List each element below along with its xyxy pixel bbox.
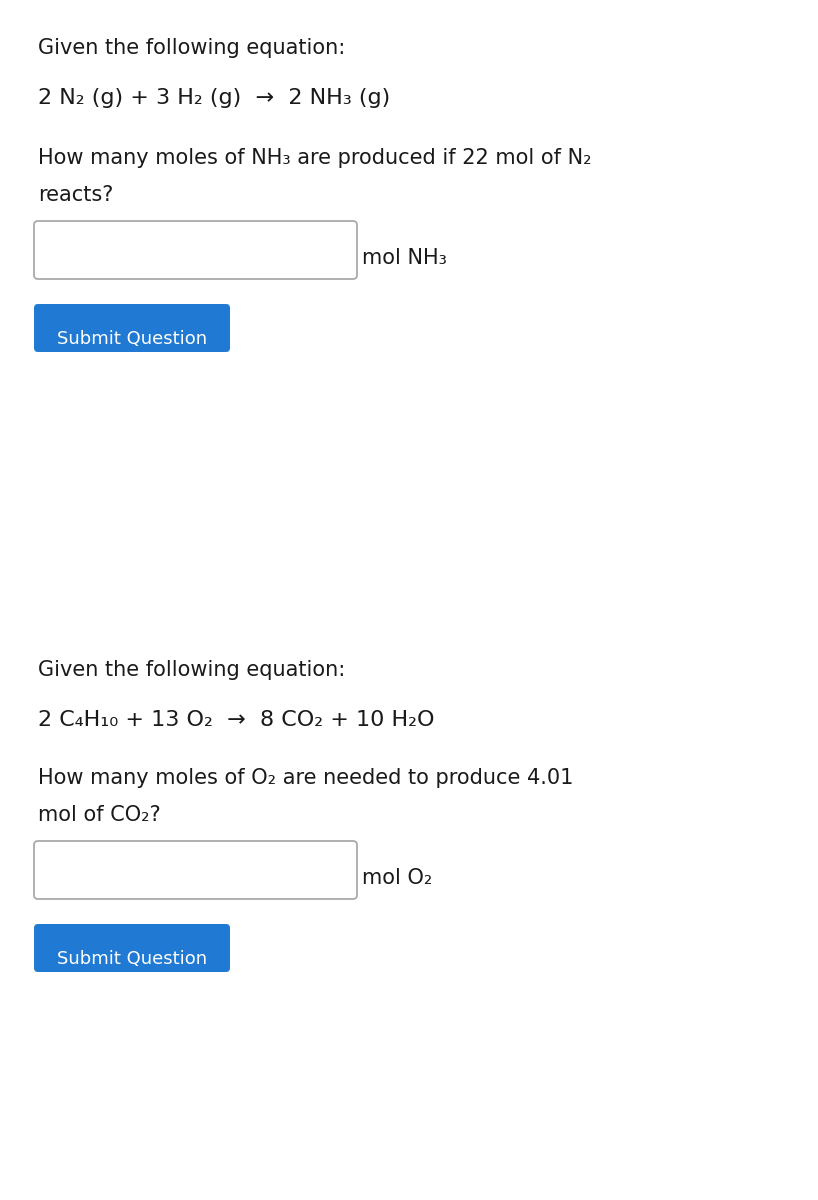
Text: 2 C₄H₁₀ + 13 O₂  →  8 CO₂ + 10 H₂O: 2 C₄H₁₀ + 13 O₂ → 8 CO₂ + 10 H₂O: [38, 710, 434, 730]
Text: mol of CO₂?: mol of CO₂?: [38, 805, 161, 826]
Text: How many moles of O₂ are needed to produce 4.01: How many moles of O₂ are needed to produ…: [38, 768, 573, 788]
FancyBboxPatch shape: [34, 221, 357, 278]
FancyBboxPatch shape: [34, 304, 230, 352]
Text: Given the following equation:: Given the following equation:: [38, 660, 345, 680]
FancyBboxPatch shape: [34, 841, 357, 899]
Text: mol O₂: mol O₂: [362, 868, 433, 888]
Text: Submit Question: Submit Question: [57, 950, 207, 968]
Text: Submit Question: Submit Question: [57, 330, 207, 348]
Text: Given the following equation:: Given the following equation:: [38, 38, 345, 58]
Text: reacts?: reacts?: [38, 185, 114, 205]
Text: mol NH₃: mol NH₃: [362, 248, 447, 268]
FancyBboxPatch shape: [34, 924, 230, 972]
Text: How many moles of NH₃ are produced if 22 mol of N₂: How many moles of NH₃ are produced if 22…: [38, 148, 591, 168]
Text: 2 N₂ (g) + 3 H₂ (g)  →  2 NH₃ (g): 2 N₂ (g) + 3 H₂ (g) → 2 NH₃ (g): [38, 88, 390, 108]
